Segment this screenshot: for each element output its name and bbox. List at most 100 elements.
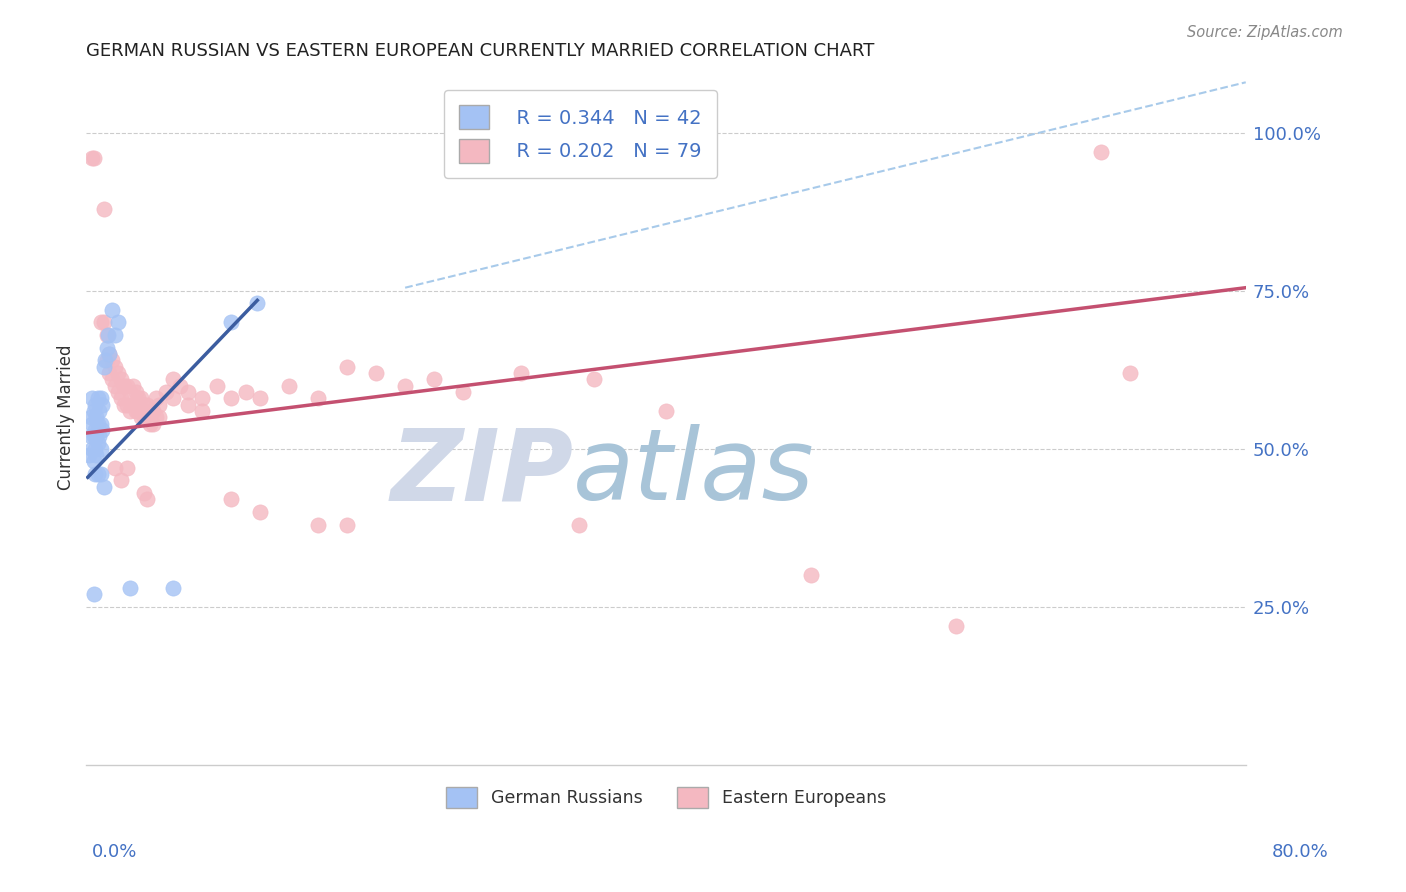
Y-axis label: Currently Married: Currently Married xyxy=(58,344,75,490)
Point xyxy=(104,378,127,392)
Point xyxy=(148,410,170,425)
Point xyxy=(169,378,191,392)
Point xyxy=(568,517,591,532)
Point xyxy=(394,378,416,392)
Point xyxy=(98,347,121,361)
Point xyxy=(115,398,138,412)
Point xyxy=(90,467,112,482)
Point xyxy=(98,347,121,361)
Point xyxy=(136,410,159,425)
Point xyxy=(107,384,129,399)
Point xyxy=(134,398,156,412)
Point xyxy=(84,423,107,437)
Point xyxy=(139,404,162,418)
Point xyxy=(89,429,111,443)
Point xyxy=(101,302,124,317)
Text: GERMAN RUSSIAN VS EASTERN EUROPEAN CURRENTLY MARRIED CORRELATION CHART: GERMAN RUSSIAN VS EASTERN EUROPEAN CURRE… xyxy=(86,42,875,60)
Point xyxy=(110,392,132,406)
Point xyxy=(107,315,129,329)
Point xyxy=(136,492,159,507)
Point xyxy=(110,474,132,488)
Point xyxy=(136,398,159,412)
Point xyxy=(145,392,167,406)
Point xyxy=(278,378,301,392)
Point xyxy=(93,202,115,216)
Point xyxy=(91,398,114,412)
Point xyxy=(124,384,146,399)
Point xyxy=(93,480,115,494)
Point xyxy=(118,581,141,595)
Point xyxy=(101,372,124,386)
Point xyxy=(148,398,170,412)
Point xyxy=(177,398,200,412)
Point xyxy=(249,505,271,519)
Point xyxy=(366,366,388,380)
Point xyxy=(96,353,118,368)
Point xyxy=(307,392,329,406)
Point xyxy=(87,435,110,450)
Text: 0.0%: 0.0% xyxy=(91,843,136,861)
Point xyxy=(336,359,359,374)
Point xyxy=(90,417,112,431)
Point xyxy=(101,353,124,368)
Point xyxy=(104,328,127,343)
Point xyxy=(86,448,108,462)
Point xyxy=(86,410,108,425)
Point xyxy=(90,315,112,329)
Point xyxy=(107,366,129,380)
Point xyxy=(104,460,127,475)
Point xyxy=(451,384,474,399)
Point xyxy=(80,442,103,456)
Point xyxy=(124,404,146,418)
Point xyxy=(97,328,120,343)
Point xyxy=(219,492,242,507)
Point xyxy=(86,429,108,443)
Point xyxy=(205,378,228,392)
Point xyxy=(155,384,177,399)
Point xyxy=(127,404,149,418)
Point xyxy=(84,442,107,456)
Point xyxy=(336,517,359,532)
Point xyxy=(89,404,111,418)
Point xyxy=(110,372,132,386)
Point xyxy=(162,392,184,406)
Point xyxy=(1119,366,1142,380)
Point xyxy=(142,417,165,431)
Point xyxy=(87,392,110,406)
Point xyxy=(655,404,678,418)
Point xyxy=(90,392,112,406)
Point xyxy=(77,448,100,462)
Point xyxy=(83,429,105,443)
Text: atlas: atlas xyxy=(574,425,815,521)
Point xyxy=(93,315,115,329)
Point xyxy=(191,404,214,418)
Point xyxy=(115,378,138,392)
Point xyxy=(800,568,823,582)
Point xyxy=(87,417,110,431)
Point xyxy=(131,410,153,425)
Point xyxy=(307,517,329,532)
Point xyxy=(191,392,214,406)
Point xyxy=(93,359,115,374)
Legend: German Russians, Eastern Europeans: German Russians, Eastern Europeans xyxy=(439,780,893,815)
Text: ZIP: ZIP xyxy=(391,425,574,521)
Point xyxy=(162,581,184,595)
Point xyxy=(91,423,114,437)
Point xyxy=(235,384,257,399)
Point xyxy=(121,398,143,412)
Point xyxy=(84,398,107,412)
Point xyxy=(96,328,118,343)
Point xyxy=(134,410,156,425)
Point xyxy=(219,392,242,406)
Point xyxy=(134,486,156,500)
Point xyxy=(87,467,110,482)
Point xyxy=(80,151,103,165)
Point xyxy=(90,442,112,456)
Point xyxy=(945,619,967,633)
Point xyxy=(80,417,103,431)
Point xyxy=(112,398,135,412)
Point xyxy=(94,353,117,368)
Text: 80.0%: 80.0% xyxy=(1272,843,1329,861)
Point xyxy=(118,384,141,399)
Text: Source: ZipAtlas.com: Source: ZipAtlas.com xyxy=(1187,25,1343,40)
